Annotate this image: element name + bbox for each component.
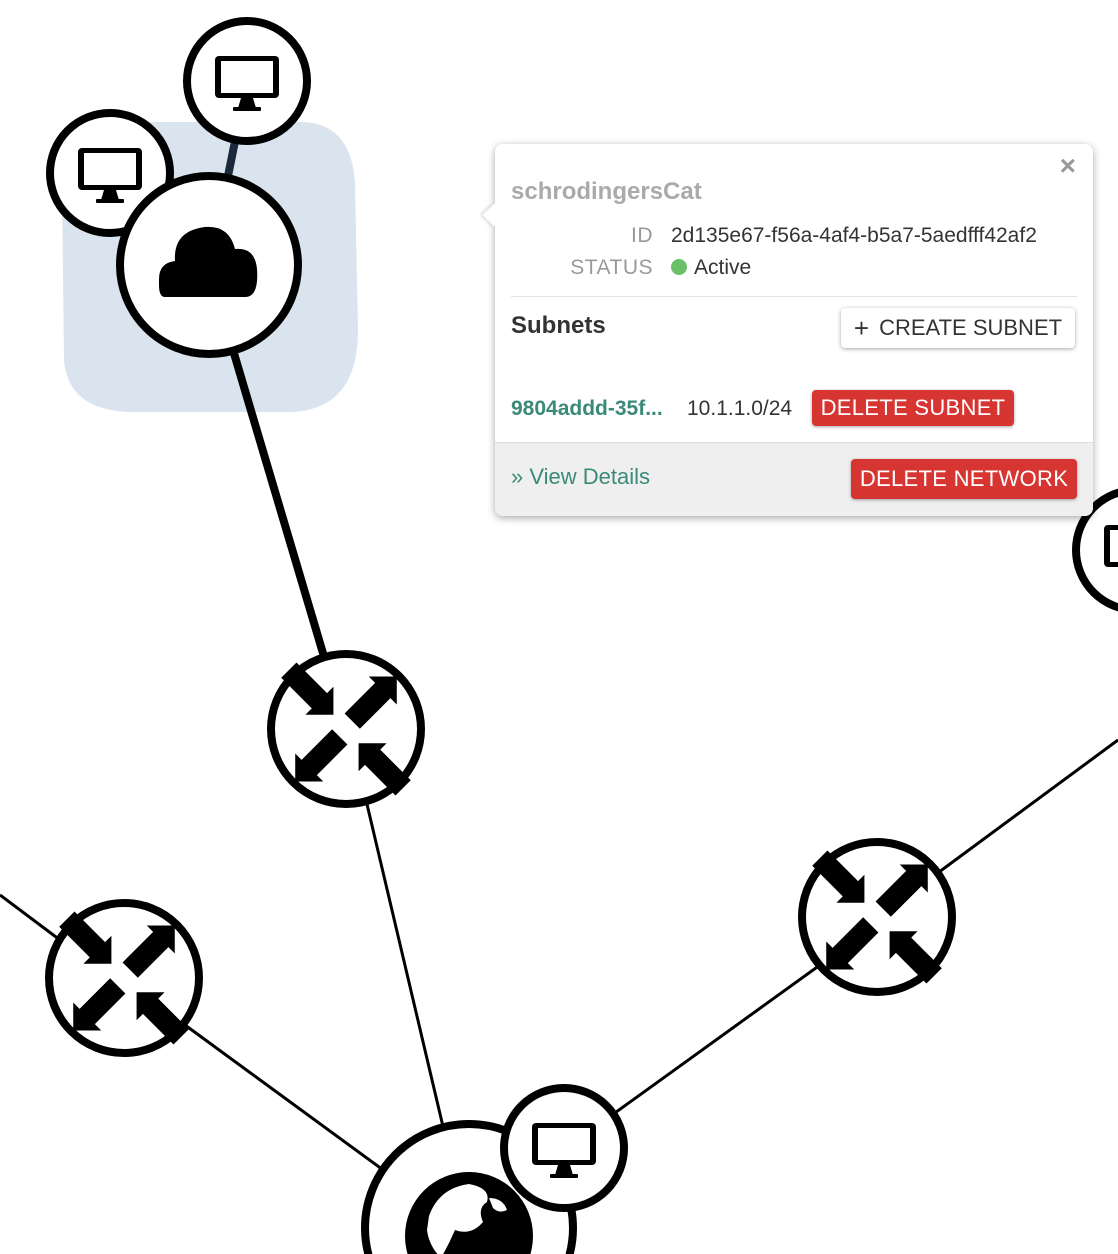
router-node[interactable] — [267, 650, 425, 808]
delete-subnet-button[interactable]: DELETE SUBNET — [812, 390, 1014, 426]
cloud-icon — [159, 226, 258, 297]
status-label: STATUS — [570, 256, 653, 279]
instance-node[interactable] — [183, 17, 311, 145]
network-id: 2d135e67-f56a-4af4-b5a7-5aedfff42af2 — [671, 224, 1037, 247]
router-node[interactable] — [798, 838, 956, 996]
view-details-link[interactable]: » View Details — [511, 464, 650, 489]
divider — [511, 296, 1077, 297]
id-label: ID — [631, 224, 653, 247]
subnets-heading: Subnets — [511, 312, 606, 339]
create-subnet-label: CREATE SUBNET — [879, 315, 1063, 340]
status-text: Active — [694, 256, 752, 279]
instance-node[interactable] — [500, 1084, 628, 1212]
subnet-id-link[interactable]: 9804addd-35f... — [511, 397, 663, 420]
router-node[interactable] — [45, 899, 203, 1057]
network-status: Active — [671, 256, 751, 280]
globe-icon — [405, 1172, 533, 1254]
network-details-popover: × schrodingersCat ID 2d135e67-f56a-4af4-… — [482, 144, 1093, 516]
instance-node[interactable] — [1072, 488, 1118, 612]
subnet-cidr: 10.1.1.0/24 — [687, 397, 793, 420]
create-subnet-button[interactable]: + CREATE SUBNET — [841, 308, 1075, 348]
plus-icon: + — [853, 313, 870, 343]
close-icon[interactable]: × — [1059, 150, 1076, 181]
delete-network-button[interactable]: DELETE NETWORK — [851, 459, 1077, 499]
network-name: schrodingersCat — [511, 178, 702, 205]
network-node[interactable] — [116, 172, 302, 358]
status-dot-icon — [671, 259, 687, 275]
popover-footer: » View Details DELETE NETWORK — [495, 442, 1093, 516]
